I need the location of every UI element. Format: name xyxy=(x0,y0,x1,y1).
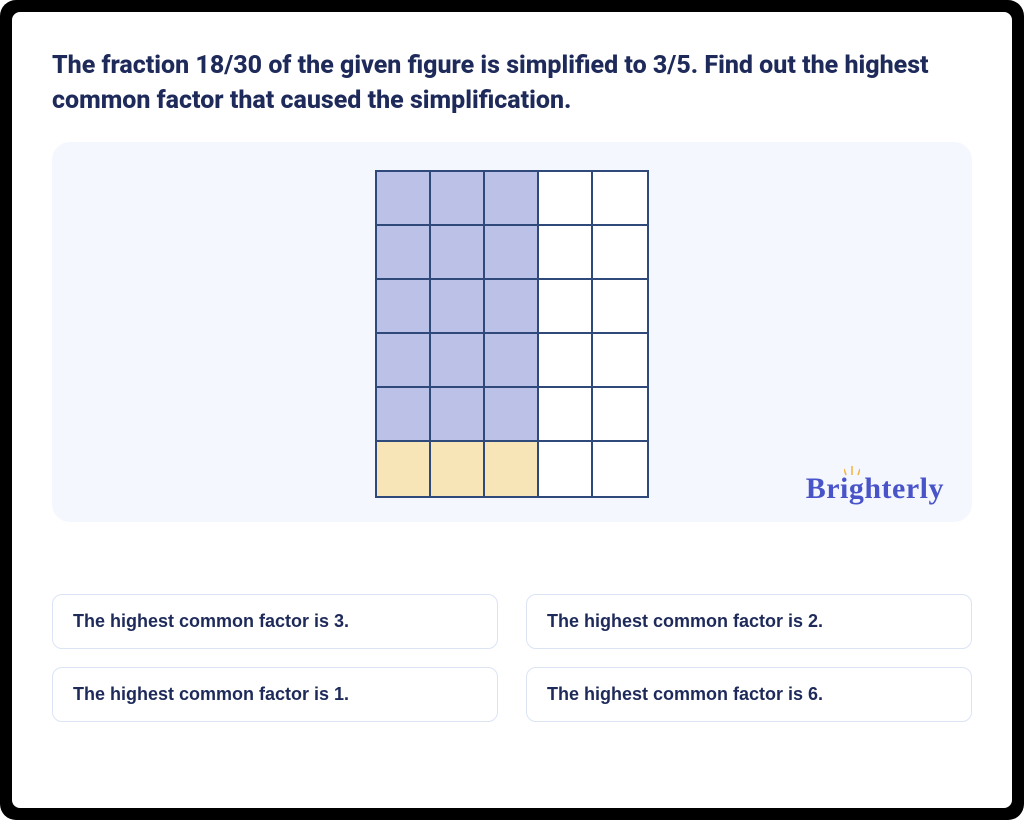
grid-cell xyxy=(431,172,485,226)
grid-cell xyxy=(485,442,539,496)
sun-rays-icon xyxy=(844,466,860,476)
grid-cell xyxy=(377,334,431,388)
answer-option[interactable]: The highest common factor is 6. xyxy=(526,667,972,722)
grid-cell xyxy=(485,280,539,334)
answer-option[interactable]: The highest common factor is 2. xyxy=(526,594,972,649)
question-text: The fraction 18/30 of the given figure i… xyxy=(52,48,972,118)
grid-cell xyxy=(539,280,593,334)
grid-cell xyxy=(539,172,593,226)
grid-cell xyxy=(431,280,485,334)
grid-cell xyxy=(431,388,485,442)
brand-text: Brighterly xyxy=(806,472,944,506)
grid-cell xyxy=(431,226,485,280)
grid-cell xyxy=(539,388,593,442)
grid-cell xyxy=(485,226,539,280)
answer-options: The highest common factor is 3. The highe… xyxy=(52,594,972,722)
fraction-grid xyxy=(375,170,649,498)
grid-cell xyxy=(377,172,431,226)
grid-cell xyxy=(593,334,647,388)
grid-cell xyxy=(377,226,431,280)
grid-cell xyxy=(593,226,647,280)
brand-logo: Brighterly xyxy=(806,472,944,506)
grid-cell xyxy=(485,388,539,442)
grid-cell xyxy=(539,226,593,280)
answer-option[interactable]: The highest common factor is 3. xyxy=(52,594,498,649)
figure-panel: Brighterly xyxy=(52,142,972,522)
question-card: The fraction 18/30 of the given figure i… xyxy=(12,12,1012,808)
grid-cell xyxy=(377,442,431,496)
grid-cell xyxy=(539,442,593,496)
grid-cell xyxy=(377,280,431,334)
grid-cell xyxy=(431,442,485,496)
grid-cell xyxy=(431,334,485,388)
grid-cell xyxy=(485,334,539,388)
grid-cell xyxy=(593,280,647,334)
grid-cell xyxy=(593,442,647,496)
grid-cell xyxy=(377,388,431,442)
grid-cell xyxy=(485,172,539,226)
grid-cell xyxy=(539,334,593,388)
outer-frame: The fraction 18/30 of the given figure i… xyxy=(0,0,1024,820)
answer-option[interactable]: The highest common factor is 1. xyxy=(52,667,498,722)
grid-cell xyxy=(593,388,647,442)
grid-cell xyxy=(593,172,647,226)
